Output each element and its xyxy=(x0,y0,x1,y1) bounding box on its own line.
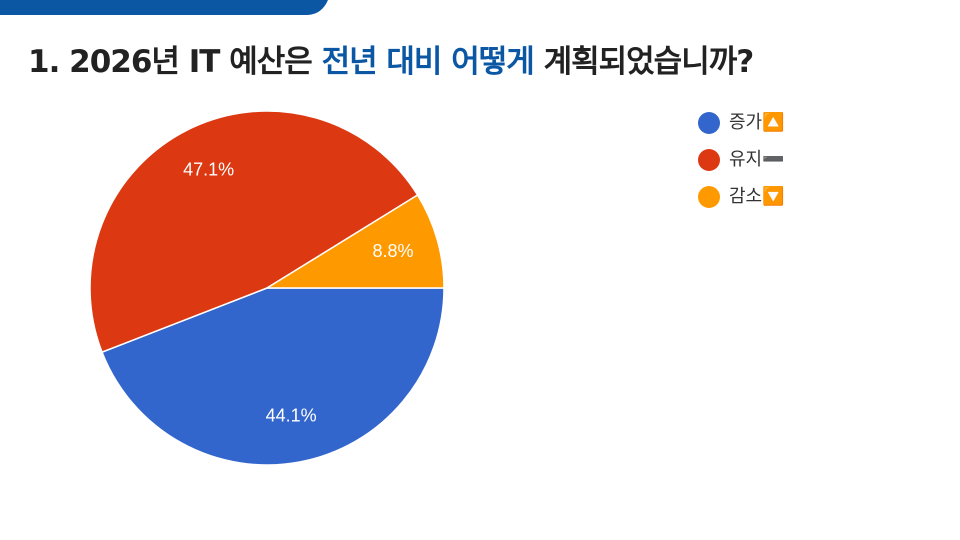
legend-label: 증가🔼 xyxy=(729,111,785,133)
data-label: 47.1% xyxy=(183,159,234,179)
legend-swatch xyxy=(698,149,720,171)
title-part: 1. 2026년 IT 예산은 xyxy=(28,44,322,80)
data-label: 44.1% xyxy=(266,405,317,425)
legend: 증가🔼 유지➖ 감소🔽 xyxy=(698,111,785,208)
pie: 44.1% 47.1% 8.8% xyxy=(89,110,445,466)
legend-label: 유지➖ xyxy=(729,149,785,170)
header-bar xyxy=(0,0,328,15)
pie-slice xyxy=(101,287,445,466)
chart-title: 1. 2026년 IT 예산은 전년 대비 어떻게 계획되었습니까? xyxy=(28,36,755,81)
pie-slice xyxy=(264,194,445,289)
legend-label: 감소🔽 xyxy=(729,185,785,207)
legend-swatch xyxy=(698,112,720,134)
title-highlight: 전년 대비 어떻게 xyxy=(321,44,535,80)
legend-swatch xyxy=(698,186,720,208)
pie-slice xyxy=(89,110,419,354)
title-part: 계획되었습니까? xyxy=(533,44,755,80)
data-label: 8.8% xyxy=(372,241,413,261)
